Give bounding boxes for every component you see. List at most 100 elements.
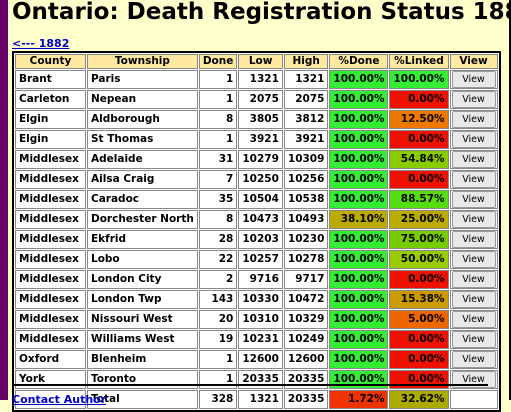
view-cell: View xyxy=(450,110,498,129)
view-cell: View xyxy=(450,250,498,269)
county-cell: Middlesex xyxy=(15,290,86,309)
view-button[interactable]: View xyxy=(452,111,496,128)
left-border-bar xyxy=(0,0,8,400)
low-cell: 10203 xyxy=(238,230,283,249)
done-cell: 2 xyxy=(199,270,238,289)
col-header-done: Done xyxy=(199,54,238,69)
view-cell: View xyxy=(450,330,498,349)
done-cell: 143 xyxy=(199,290,238,309)
low-cell: 20335 xyxy=(238,370,283,389)
view-button[interactable]: View xyxy=(452,291,496,308)
low-cell: 10257 xyxy=(238,250,283,269)
view-button[interactable]: View xyxy=(452,231,496,248)
low-cell: 10473 xyxy=(238,210,283,229)
pct-linked-cell: 0.00% xyxy=(389,170,448,189)
done-cell: 1 xyxy=(199,90,238,109)
view-button[interactable]: View xyxy=(452,211,496,228)
pct-done-cell: 100.00% xyxy=(329,170,388,189)
view-cell: View xyxy=(450,130,498,149)
township-cell: London City xyxy=(87,270,198,289)
high-cell: 10472 xyxy=(284,290,329,309)
view-button[interactable]: View xyxy=(452,251,496,268)
col-header-pct-linked: %Linked xyxy=(389,54,448,69)
pct-done-cell: 100.00% xyxy=(329,70,388,89)
high-cell: 10256 xyxy=(284,170,329,189)
done-cell: 1 xyxy=(199,130,238,149)
high-cell: 10249 xyxy=(284,330,329,349)
view-cell: View xyxy=(450,150,498,169)
view-cell: View xyxy=(450,170,498,189)
pct-linked-cell: 15.38% xyxy=(389,290,448,309)
table-row: Middlesex Williams West 19 10231 10249 100.00… xyxy=(15,330,498,349)
township-cell: Nepean xyxy=(87,90,198,109)
col-header-low: Low xyxy=(238,54,283,69)
previous-year-link[interactable]: <--- 1882 xyxy=(12,38,69,50)
table-row: Middlesex Dorchester North 8 10473 10493 38.1… xyxy=(15,210,498,229)
table-row: Carleton Nepean 1 2075 2075 100.00% 0.00% View xyxy=(15,90,498,109)
high-cell: 2075 xyxy=(284,90,329,109)
pct-done-cell: 100.00% xyxy=(329,110,388,129)
low-cell: 3805 xyxy=(238,110,283,129)
view-button[interactable]: View xyxy=(452,91,496,108)
view-button[interactable]: View xyxy=(452,351,496,368)
high-cell: 1321 xyxy=(284,70,329,89)
high-cell: 3921 xyxy=(284,130,329,149)
pct-done-cell: 100.00% xyxy=(329,250,388,269)
high-cell: 12600 xyxy=(284,350,329,369)
col-header-view: View xyxy=(450,54,498,69)
view-button[interactable]: View xyxy=(452,191,496,208)
county-cell: Elgin xyxy=(15,130,86,149)
township-cell: Ekfrid xyxy=(87,230,198,249)
view-button[interactable]: View xyxy=(452,271,496,288)
done-cell: 22 xyxy=(199,250,238,269)
county-cell: Middlesex xyxy=(15,170,86,189)
pct-linked-cell: 0.00% xyxy=(389,130,448,149)
county-cell: Middlesex xyxy=(15,330,86,349)
view-cell: View xyxy=(450,370,498,389)
pct-done-cell: 100.00% xyxy=(329,230,388,249)
table-row: Elgin Aldborough 8 3805 3812 100.00% 12.50% Vie… xyxy=(15,110,498,129)
pct-linked-cell: 50.00% xyxy=(389,250,448,269)
view-button[interactable]: View xyxy=(452,171,496,188)
pct-done-cell: 100.00% xyxy=(329,370,388,389)
county-cell: Brant xyxy=(15,70,86,89)
low-cell: 9716 xyxy=(238,270,283,289)
pct-linked-cell: 0.00% xyxy=(389,270,448,289)
township-cell: Dorchester North xyxy=(87,210,198,229)
page-title: Ontario: Death Registration Status 1883 xyxy=(12,0,511,25)
view-cell: View xyxy=(450,350,498,369)
done-cell: 8 xyxy=(199,210,238,229)
township-cell: Paris xyxy=(87,70,198,89)
high-cell: 20335 xyxy=(284,370,329,389)
pct-done-cell: 100.00% xyxy=(329,350,388,369)
view-button[interactable]: View xyxy=(452,311,496,328)
status-table: County Township Done Low High %Done %Lin… xyxy=(12,51,501,412)
county-cell: Middlesex xyxy=(15,310,86,329)
done-cell: 31 xyxy=(199,150,238,169)
pct-done-cell: 100.00% xyxy=(329,310,388,329)
high-cell: 10493 xyxy=(284,210,329,229)
high-cell: 10309 xyxy=(284,150,329,169)
township-cell: Toronto xyxy=(87,370,198,389)
view-button[interactable]: View xyxy=(452,151,496,168)
pct-done-cell: 100.00% xyxy=(329,130,388,149)
low-cell: 10504 xyxy=(238,190,283,209)
table-row: York Toronto 1 20335 20335 100.00% 0.00% View xyxy=(15,370,498,389)
township-cell: Lobo xyxy=(87,250,198,269)
view-button[interactable]: View xyxy=(452,331,496,348)
county-cell: Oxford xyxy=(15,350,86,369)
view-button[interactable]: View xyxy=(452,71,496,88)
done-cell: 1 xyxy=(199,350,238,369)
col-header-high: High xyxy=(284,54,329,69)
low-cell: 10250 xyxy=(238,170,283,189)
table-row: Middlesex Ekfrid 28 10203 10230 100.00% 75.00%… xyxy=(15,230,498,249)
view-cell: View xyxy=(450,90,498,109)
col-header-township: Township xyxy=(87,54,198,69)
table-row: Brant Paris 1 1321 1321 100.00% 100.00% View xyxy=(15,70,498,89)
contact-author-link[interactable]: Contact Author xyxy=(12,394,106,406)
county-cell: Middlesex xyxy=(15,270,86,289)
high-cell: 3812 xyxy=(284,110,329,129)
view-cell: View xyxy=(450,290,498,309)
view-cell: View xyxy=(450,230,498,249)
view-button[interactable]: View xyxy=(452,131,496,148)
